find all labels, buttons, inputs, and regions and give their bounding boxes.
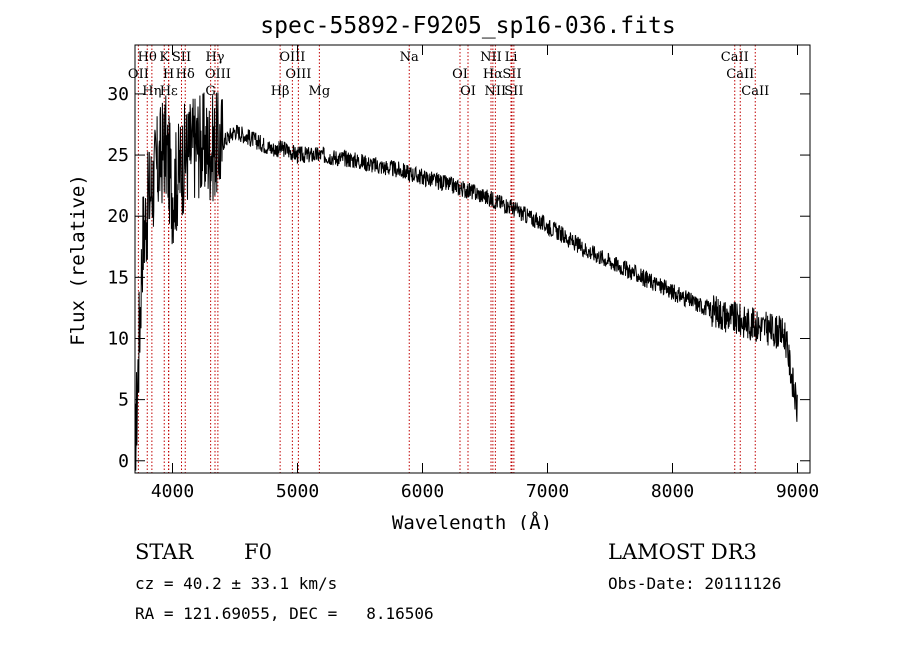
spectrum-series <box>134 92 798 471</box>
line-label: Hθ <box>138 50 157 65</box>
spectrum-chart: spec-55892-F9205_sp16-036.fits HθOIIHηKH… <box>67 13 819 530</box>
line-label: Mg <box>309 84 331 99</box>
observation-date: Obs-Date: 20111126 <box>608 574 782 593</box>
object-class: STAR <box>135 540 194 564</box>
line-label: K <box>159 50 169 65</box>
line-label: SII <box>504 84 523 99</box>
y-tick-label: 10 <box>107 328 129 349</box>
spectrum-line <box>134 92 798 471</box>
line-label: G <box>205 84 215 99</box>
line-label: CaII <box>721 50 749 65</box>
line-label: Hγ <box>205 50 224 65</box>
y-tick-label: 30 <box>107 84 129 105</box>
x-tick-label: 5000 <box>276 481 319 502</box>
line-label: CaII <box>726 67 754 82</box>
line-label: OIII <box>285 67 311 82</box>
line-label: NII <box>485 84 507 99</box>
line-label: SII <box>172 50 191 65</box>
line-label: Hδ <box>176 67 195 82</box>
y-tick-label: 25 <box>107 145 129 166</box>
line-label: Li <box>505 50 518 65</box>
spectral-line-markers: HθOIIHηKHHεSIIHδGHγOIIIHβOIIIOIIIMgNaOIO… <box>128 45 769 473</box>
x-axis-label: Wavelength (Å) <box>392 511 552 530</box>
redshift-cz: cz = 40.2 ± 33.1 km/s <box>135 574 338 593</box>
line-label: OI <box>460 84 476 99</box>
line-label: OII <box>128 67 149 82</box>
y-axis-label: Flux (relative) <box>67 174 89 346</box>
y-tick-label: 20 <box>107 206 129 227</box>
line-label: NII <box>480 50 502 65</box>
y-tick-label: 5 <box>118 390 129 411</box>
line-label: Na <box>400 50 419 65</box>
line-label: OIII <box>205 67 231 82</box>
ra-dec: RA = 121.69055, DEC = 8.16506 <box>135 604 434 623</box>
y-tick-label: 15 <box>107 267 129 288</box>
x-tick-label: 8000 <box>651 481 694 502</box>
x-tick-label: 7000 <box>526 481 569 502</box>
line-label: Hη <box>142 84 161 99</box>
line-label: CaII <box>741 84 769 99</box>
axes: 4000 5000 6000 7000 8000 9000 0 5 10 15 20 25 30 <box>107 44 819 502</box>
object-subclass: F0 <box>244 540 272 564</box>
line-label: OI <box>452 67 468 82</box>
chart-title: spec-55892-F9205_sp16-036.fits <box>260 13 675 39</box>
x-tick-label: 9000 <box>776 481 819 502</box>
survey-name: LAMOST DR3 <box>608 540 757 564</box>
y-tick-label: 0 <box>118 451 129 472</box>
x-tick-label: 4000 <box>151 481 194 502</box>
line-label: Hα <box>483 67 503 82</box>
x-tick-label: 6000 <box>401 481 444 502</box>
line-label: Hε <box>160 84 178 99</box>
line-label: SII <box>502 67 521 82</box>
line-label: OIII <box>279 50 305 65</box>
line-label: Hβ <box>271 84 290 99</box>
plot-frame <box>134 44 811 474</box>
